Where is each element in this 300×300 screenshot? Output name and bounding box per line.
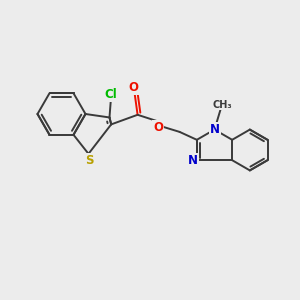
- Text: N: N: [210, 123, 220, 136]
- Text: O: O: [128, 81, 138, 94]
- Text: CH₃: CH₃: [213, 100, 232, 110]
- Text: Cl: Cl: [105, 88, 117, 100]
- Text: S: S: [85, 154, 94, 167]
- Text: N: N: [188, 154, 198, 167]
- Text: O: O: [153, 121, 163, 134]
